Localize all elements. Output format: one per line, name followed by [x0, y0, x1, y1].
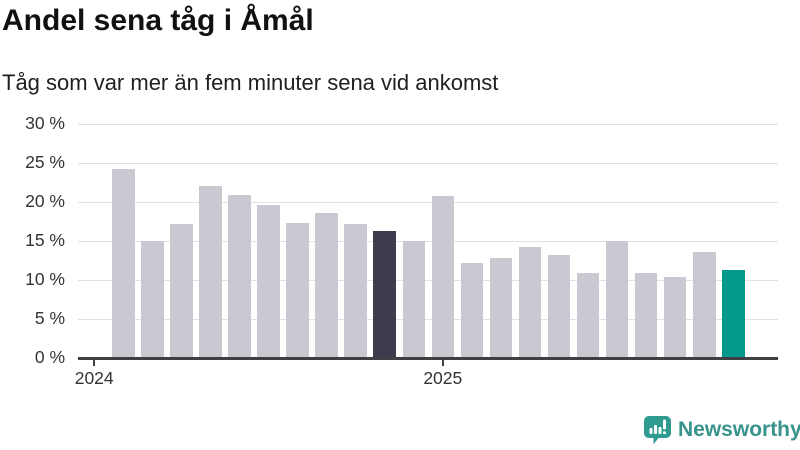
bar-22 [722, 269, 745, 359]
bar-21 [693, 252, 716, 359]
gridline-10 [78, 280, 778, 281]
bar-14 [489, 257, 513, 359]
bar-11 [402, 240, 425, 359]
bar-20 [663, 277, 687, 359]
newsworthy-logo: Newsworthy [644, 414, 800, 446]
bar-5 [228, 194, 251, 359]
bar-18 [605, 240, 629, 359]
chart-title: Andel sena tåg i Åmål [2, 4, 314, 37]
bar-15 [518, 246, 542, 359]
x-axis-tick-2025 [441, 359, 444, 366]
y-axis-label-10: 10 % [25, 268, 65, 289]
bar-6 [257, 204, 280, 359]
y-axis-label-20: 20 % [25, 190, 65, 211]
x-axis-label-2025: 2025 [423, 368, 463, 388]
bar-10 [373, 230, 396, 359]
y-axis-label-30: 30 % [25, 112, 65, 133]
bar-13 [460, 263, 484, 359]
gridline-15 [78, 241, 778, 242]
x-axis-line [78, 357, 778, 360]
y-axis-label-0: 0 % [34, 346, 65, 367]
y-axis-label-15: 15 % [25, 229, 65, 250]
gridline-30 [78, 124, 778, 125]
bar-19 [634, 272, 658, 359]
x-axis-label-2024: 2024 [74, 368, 114, 388]
y-axis-label-25: 25 % [25, 151, 65, 172]
bar-9 [344, 224, 367, 359]
bar-17 [576, 272, 600, 359]
bar-chart-speech-bubble-icon [644, 416, 671, 445]
bar-7 [286, 222, 309, 359]
bar-4 [199, 186, 222, 359]
gridline-25 [78, 163, 778, 164]
x-axis-tick-2024 [93, 359, 96, 366]
gridline-20 [78, 202, 778, 203]
bar-3 [170, 224, 193, 359]
y-axis-label-5: 5 % [34, 307, 65, 328]
bar-12 [431, 196, 455, 359]
bar-2 [141, 240, 164, 359]
gridline-5 [78, 319, 778, 320]
chart-subtitle: Tåg som var mer än fem minuter sena vid … [2, 70, 499, 95]
bar-1 [112, 168, 135, 359]
newsworthy-wordmark: Newsworthy [678, 418, 800, 441]
bar-8 [315, 212, 338, 359]
bar-16 [547, 254, 571, 359]
